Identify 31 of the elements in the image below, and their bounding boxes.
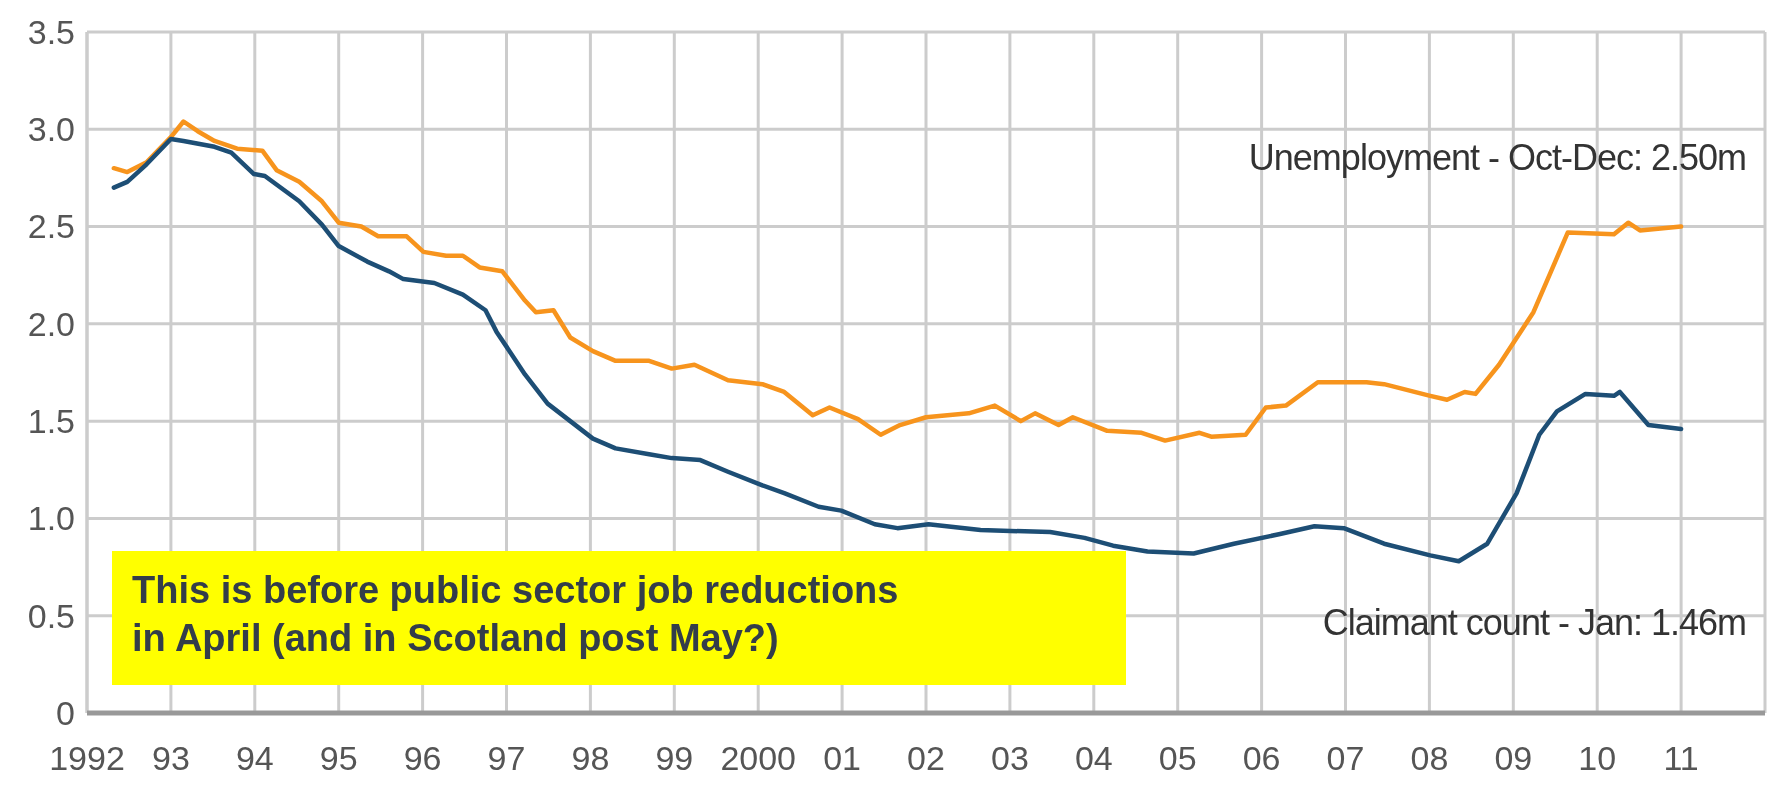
y-tick-label: 0: [56, 693, 75, 732]
x-tick-label: 02: [907, 739, 945, 777]
text: Claimant count - Jan: 1.46m: [1322, 602, 1746, 643]
x-tick-label: 07: [1326, 739, 1365, 777]
y-tick-label: 0.5: [27, 596, 75, 635]
y-tick-label: 2.5: [27, 207, 75, 246]
x-tick-label: 2000: [720, 739, 797, 777]
x-tick-label: 93: [151, 739, 190, 777]
x-tick-label: 95: [319, 739, 358, 777]
x-tick-label: 94: [235, 739, 274, 777]
x-tick-label: 96: [403, 739, 442, 777]
annotation: This is before public sector job reductions in April (and in Scotland post May?): [132, 569, 899, 659]
x-tick-label: 04: [1074, 739, 1113, 777]
x-tick-label: 99: [655, 739, 694, 777]
y-tick-label: 2.0: [27, 304, 75, 343]
text: Unemployment - Oct-Dec: 2.50m: [1248, 137, 1746, 178]
x-tick-label: 1992: [49, 739, 125, 777]
x-tick-label: 10: [1578, 739, 1617, 777]
y-tick-label: 1.5: [27, 402, 75, 441]
x-tick-label: 11: [1663, 739, 1699, 777]
x-tick-label: 08: [1410, 739, 1449, 777]
x-tick-label: 97: [487, 739, 526, 777]
y-tick-label: 3.0: [27, 110, 75, 149]
x-tick-label: 06: [1242, 739, 1281, 777]
x-tick-label: 09: [1494, 739, 1533, 777]
y-tick-label: 3.5: [27, 12, 75, 51]
y-tick-label: 1.0: [27, 499, 75, 538]
x-tick-label: 98: [571, 739, 610, 777]
x-tick-label: 05: [1158, 739, 1197, 777]
x-tick-label: 01: [823, 739, 862, 777]
x-tick-label: 03: [990, 739, 1029, 777]
